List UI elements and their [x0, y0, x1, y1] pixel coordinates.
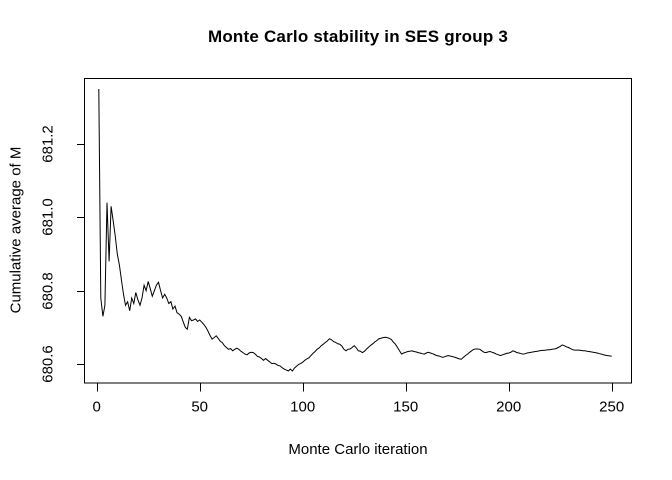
y-axis-label: Cumulative average of M: [7, 146, 25, 314]
y-tick-label: 680.8: [39, 271, 57, 310]
x-tick-label: 250: [599, 398, 625, 416]
plot-border: [84, 78, 632, 384]
chart-title: Monte Carlo stability in SES group 3: [207, 27, 508, 46]
y-tick-label: 680.6: [39, 345, 57, 383]
x-axis-label: Monte Carlo iteration: [288, 441, 428, 458]
y-tick-label: 681.2: [39, 125, 57, 163]
x-tick-label: 50: [191, 398, 209, 416]
x-tick-label: 200: [496, 398, 522, 416]
x-tick-label: 0: [92, 398, 101, 416]
x-tick-label: 100: [290, 398, 316, 416]
axis-ticks: [77, 144, 613, 392]
y-tick-label: 681.0: [39, 198, 57, 237]
x-tick-label: 150: [393, 398, 419, 416]
data-line: [98, 88, 612, 372]
